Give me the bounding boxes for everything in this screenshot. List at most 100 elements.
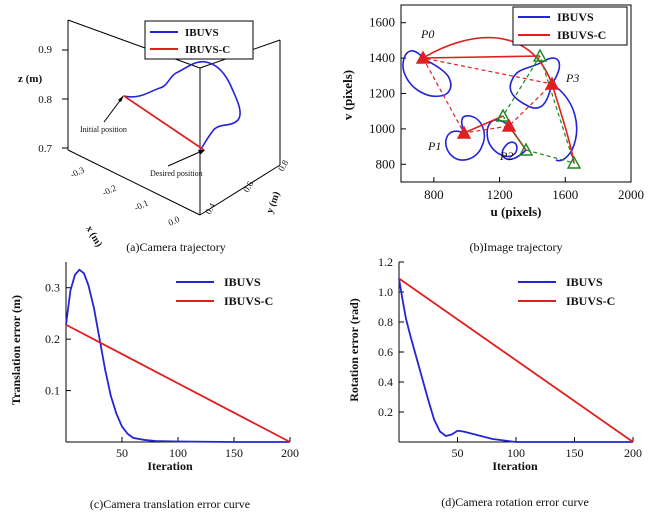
- x-tick-label: 100: [169, 446, 187, 460]
- y-tick-label: 0.4: [203, 201, 218, 216]
- z-tick-label: 0.8: [38, 94, 52, 106]
- start-point-marker: [456, 125, 472, 139]
- panel-c: 50 100 150 200 0.1 0.2 0.3 Iteration Translati…: [9, 262, 299, 511]
- z-axis-label: z (m): [18, 73, 42, 85]
- series-ibuvsc-3d: [123, 95, 205, 151]
- x-tick-label: 0.0: [167, 214, 182, 228]
- start-quad: [422, 57, 554, 134]
- legend-box: [512, 6, 628, 46]
- x-tick-label: 1600: [552, 187, 578, 202]
- y-tick-label: 1.2: [378, 255, 393, 269]
- legend-a: IBUVS IBUVS-C: [144, 20, 254, 60]
- series-ibuvs: [65, 268, 290, 443]
- desired-point-marker: [495, 108, 511, 122]
- x-tick-label: 200: [281, 446, 299, 460]
- legend-b: IBUVS IBUVS-C: [512, 6, 628, 46]
- series-ibuvsc: [65, 323, 291, 443]
- legend-label-ibuvsc: IBUVS-C: [185, 44, 230, 56]
- x-tick-label: -0.2: [101, 183, 118, 198]
- y-tick-label: 1400: [369, 50, 395, 65]
- series-ibuvsc-p1: [463, 115, 504, 134]
- y-tick-label: 0.3: [45, 281, 60, 295]
- series-ibuvs-p2: [486, 119, 527, 161]
- y-tick-label: 1.0: [378, 285, 393, 299]
- point-label-p2: P2: [499, 149, 513, 163]
- series-group-d: [398, 277, 634, 443]
- x-tick-label: 200: [624, 446, 642, 460]
- initial-arrow: [103, 97, 123, 123]
- markers-b: [415, 48, 582, 169]
- series-ibuvs: [398, 278, 633, 443]
- desired-point-marker: [566, 155, 582, 169]
- x-axis-label: x (m): [83, 224, 104, 249]
- legend-label-ibuvsc: IBUVS-C: [557, 28, 606, 42]
- y-axis-label: y (m): [264, 190, 282, 215]
- series-group-c: [65, 268, 291, 443]
- x-tick-label: 2000: [618, 187, 644, 202]
- y-tick-label: 1000: [369, 121, 395, 136]
- z-tick-label: 0.7: [38, 143, 52, 155]
- y-tick-label: 0.8: [276, 158, 291, 173]
- legend-label-ibuvsc: IBUVS-C: [566, 294, 615, 308]
- y-tick-label: 0.8: [378, 315, 393, 329]
- legend-label-ibuvs: IBUVS: [566, 275, 603, 289]
- caption-b: (b)Image trajectory: [470, 240, 563, 254]
- y-tick-label: 1200: [369, 86, 395, 101]
- z-tick-label: 0.9: [38, 44, 52, 56]
- x-axis-label: u (pixels): [491, 204, 542, 219]
- series-ibuvs-p0: [402, 50, 452, 98]
- caption-c: (c)Camera translation error curve: [90, 497, 250, 511]
- caption-a: (a)Camera trajectory: [126, 240, 226, 254]
- y-axis-label: v (pixels): [340, 70, 355, 120]
- axis-ticks-d: 50 100 150 200 0.2 0.4 0.6 0.8 1.0 1.2: [378, 255, 642, 460]
- series-ibuvs-p3: [509, 57, 561, 109]
- y-tick-label: 1600: [369, 15, 395, 30]
- point-label-p3: P3: [565, 71, 579, 85]
- legend-d: IBUVS IBUVS-C: [518, 275, 615, 308]
- series-ibuvsc-arc-p0: [422, 36, 553, 85]
- legend-label-ibuvs: IBUVS: [185, 27, 219, 39]
- series-ibuvs-p1: [444, 115, 486, 161]
- desired-point-marker: [532, 48, 548, 62]
- caption-d: (d)Camera rotation error curve: [441, 495, 589, 509]
- x-tick-label: 150: [566, 446, 584, 460]
- x-tick-label: 150: [225, 446, 243, 460]
- initial-arrowhead: [118, 95, 124, 102]
- x-tick-label: -0.1: [133, 198, 150, 213]
- point-label-p0: P0: [420, 27, 434, 41]
- point-label-p1: P1: [427, 139, 441, 153]
- x-tick-label: 100: [507, 446, 525, 460]
- y-axis-label: Rotation error (rad): [347, 298, 361, 402]
- x-axis-label: Iteration: [492, 459, 538, 473]
- x-tick-label: 50: [452, 446, 464, 460]
- y-tick-label: 800: [376, 156, 396, 171]
- cube-edge-back: [67, 19, 201, 69]
- y-tick-label: 0.6: [378, 345, 393, 359]
- desired-position-label: Desired position: [150, 169, 203, 178]
- series-ibuvsc-p3: [551, 83, 575, 164]
- x-axis-label: Iteration: [147, 459, 193, 473]
- axis-ticks-c: 50 100 150 200 0.1 0.2 0.3: [45, 281, 299, 460]
- y-tick-label: 0.2: [378, 405, 393, 419]
- x-tick-label: -0.3: [69, 165, 87, 180]
- series-ibuvsc: [398, 277, 634, 443]
- x-tick-label: 1200: [487, 187, 513, 202]
- y-axis-label: Translation error (m): [9, 295, 23, 405]
- panel-b: 800 1200 1600 2000 800 1000 1200 1400 1600 u (pi…: [340, 4, 644, 254]
- cube-edge-floor-left: [67, 149, 201, 216]
- initial-position-label: Initial position: [80, 125, 127, 134]
- legend-label-ibuvs: IBUVS: [224, 275, 261, 289]
- desired-point-marker: [518, 142, 534, 156]
- y-tick-label: 0.1: [45, 384, 60, 398]
- desired-quad: [502, 55, 575, 164]
- series-ibuvsc-p0: [422, 55, 541, 59]
- desired-arrow: [167, 150, 203, 167]
- x-tick-label: 50: [116, 446, 128, 460]
- panel-a: 0.9 0.8 0.7 z (m) -0.3 -0.2 -0.1 0.0 x (…: [18, 19, 291, 254]
- series-ibuvs-3d: [123, 60, 241, 151]
- x-tick-label: 800: [424, 187, 444, 202]
- y-tick-label: 0.2: [45, 332, 60, 346]
- start-point-marker: [415, 50, 431, 64]
- panel-d: 50 100 150 2000.20.40.60.81.01.2 Iteration …: [347, 255, 642, 509]
